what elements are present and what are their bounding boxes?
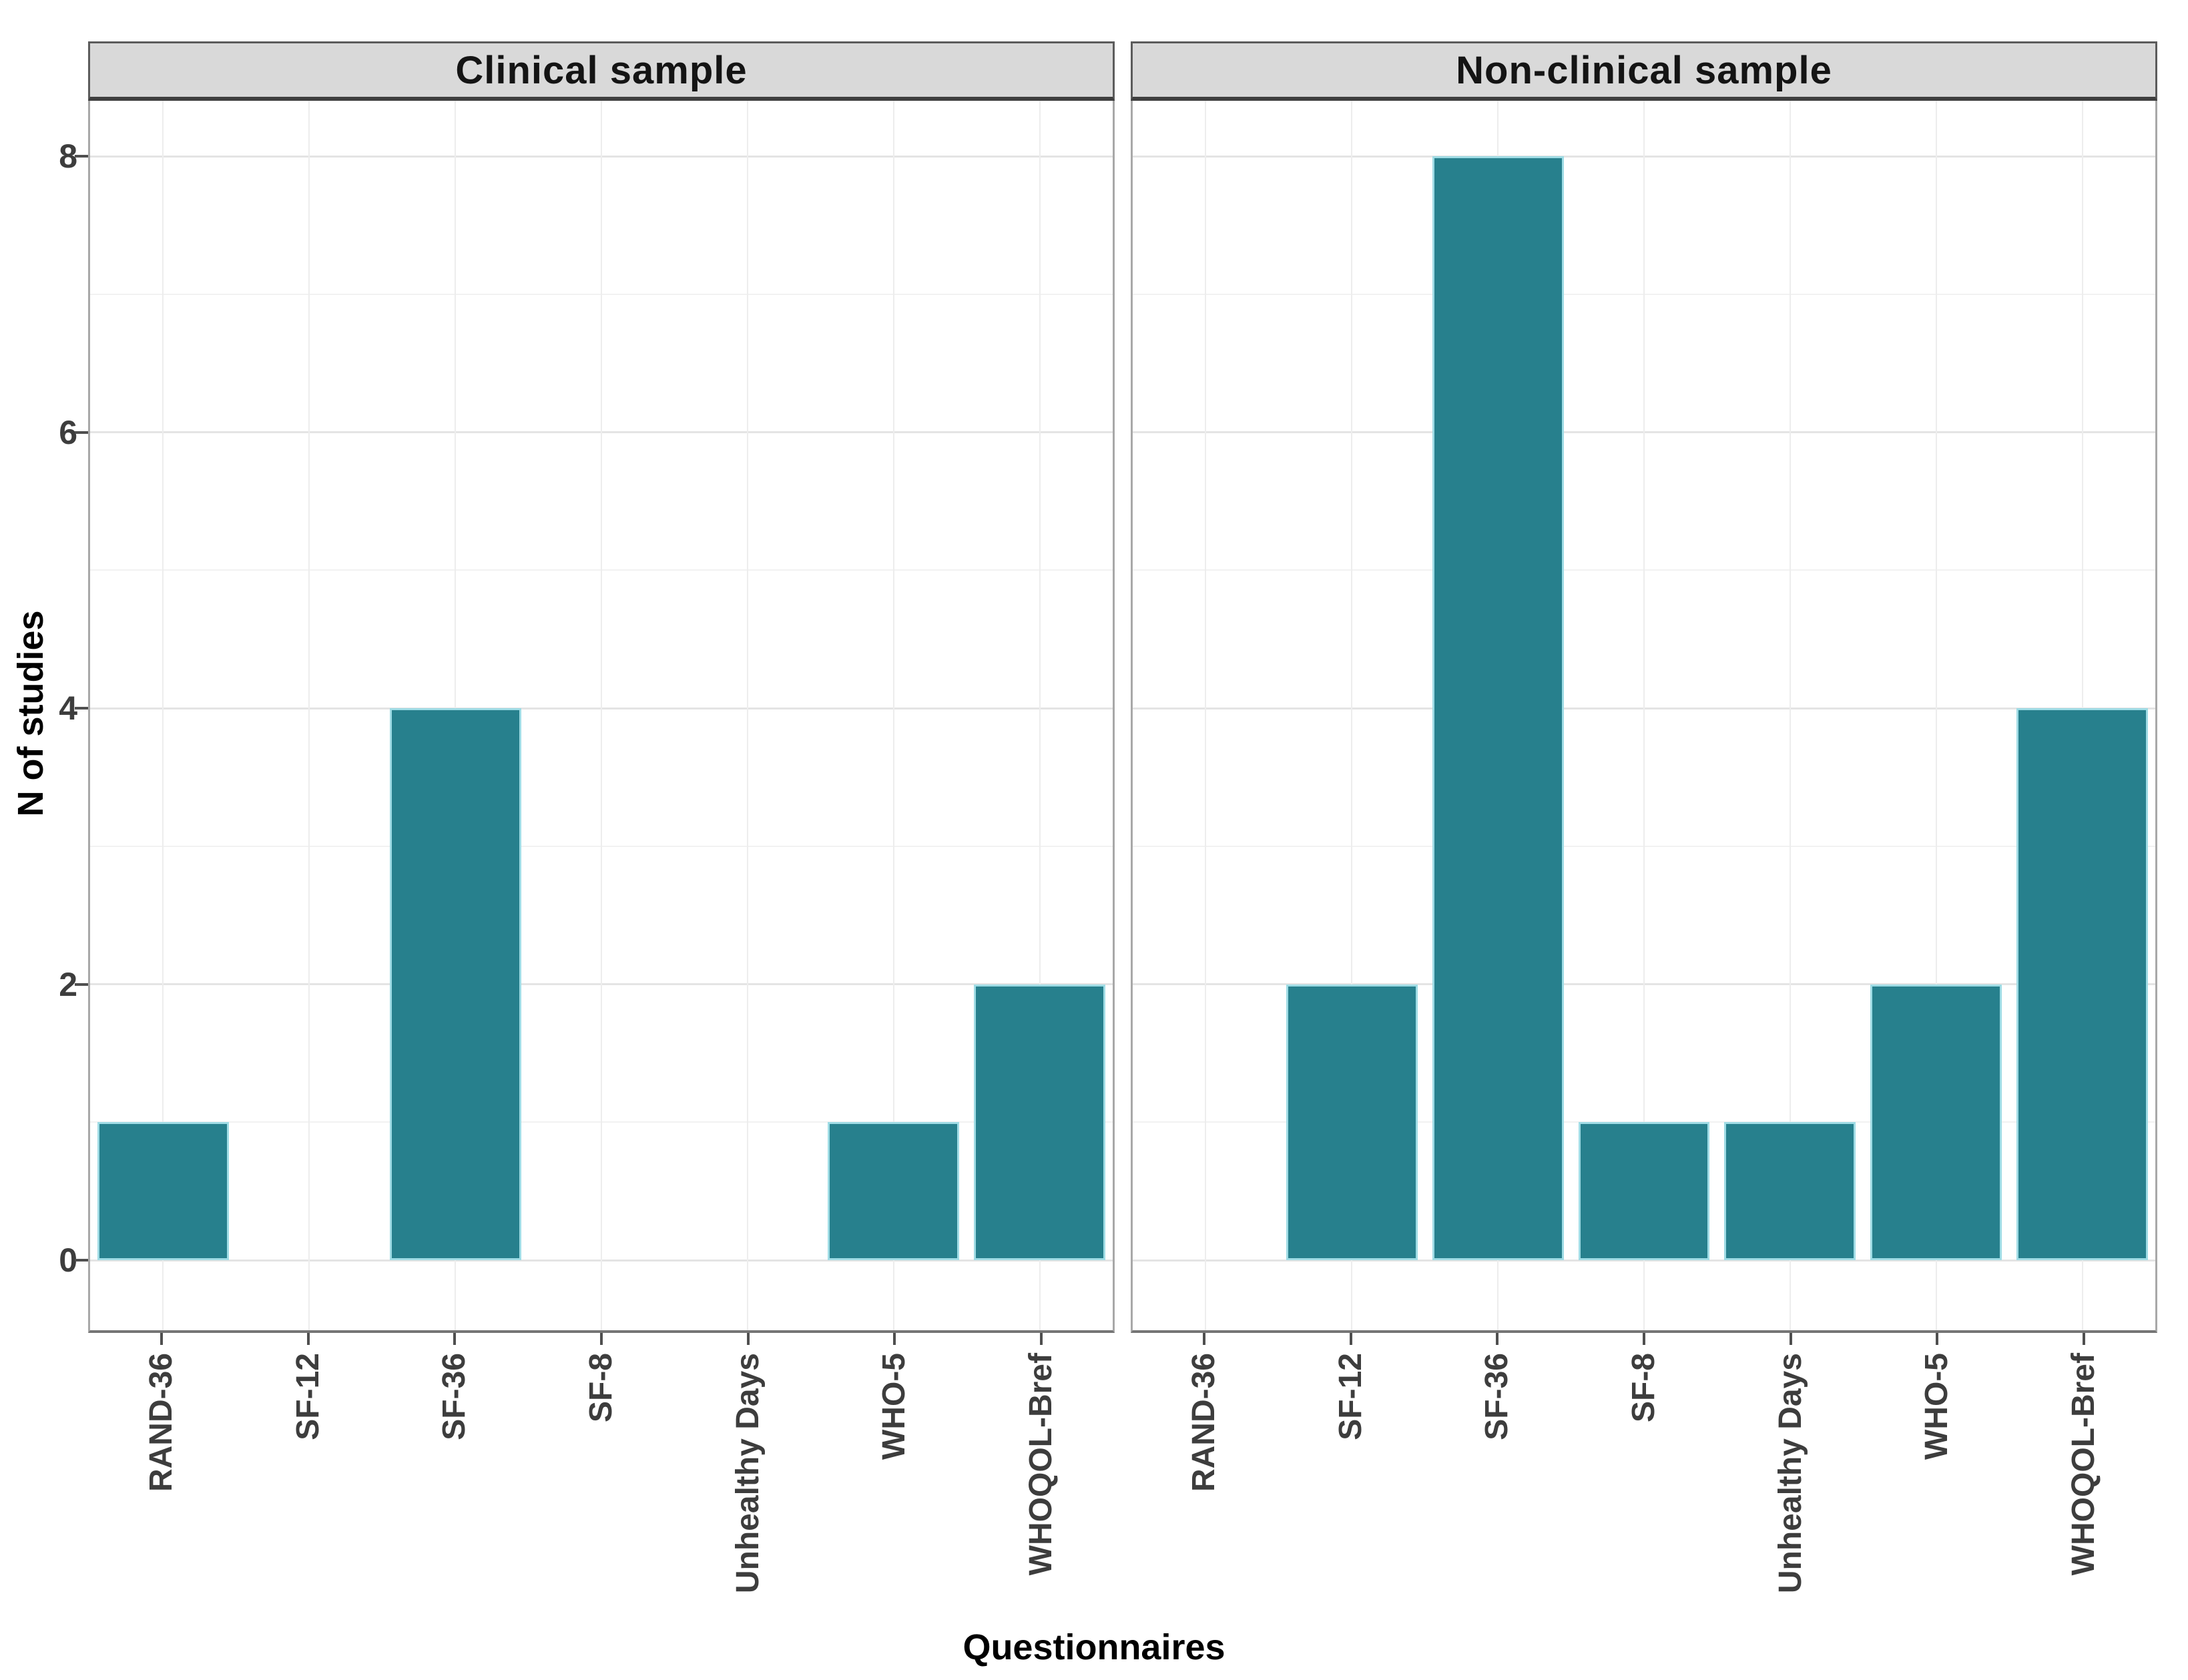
y-tick-mark	[75, 707, 88, 710]
plot-area-clinical	[88, 101, 1115, 1333]
x-tick-label: RAND-36	[1185, 1353, 1221, 1492]
y-tick-label: 6	[59, 413, 77, 451]
gridline-category	[1205, 101, 1207, 1330]
facet-panels: Clinical sample RAND-36 SF-12 SF-36 SF-8 Unh…	[88, 41, 2157, 1661]
y-tick-mark	[75, 155, 88, 158]
bar-sf-12	[1286, 984, 1418, 1260]
panel-clinical-sample: Clinical sample RAND-36 SF-12 SF-36 SF-8 Unh…	[88, 41, 1115, 1661]
gridline-category	[1643, 101, 1645, 1330]
x-tick-label: Unhealthy Days	[1772, 1353, 1808, 1594]
x-ticks-non-clinical	[1131, 1333, 2157, 1348]
gridline-category	[308, 101, 310, 1330]
bar-sf-36	[389, 708, 521, 1260]
bar-who-5	[828, 1122, 960, 1260]
gridline-category	[1351, 101, 1353, 1330]
x-tick-label: SF-12	[290, 1353, 326, 1440]
x-tick-mark	[160, 1333, 163, 1345]
bar-sf-8	[1578, 1122, 1710, 1260]
x-tick-label: WHO-5	[1919, 1353, 1955, 1460]
facet-strip-clinical: Clinical sample	[88, 41, 1115, 101]
x-labels-clinical: RAND-36 SF-12 SF-36 SF-8 Unhealthy Days WHO-5…	[88, 1348, 1115, 1661]
x-axis-title: Questionnaires	[963, 1627, 1225, 1667]
y-tick-label: 0	[59, 1241, 77, 1279]
x-tick-mark	[1349, 1333, 1352, 1345]
panel-non-clinical-sample: Non-clinical sample RAND-36 SF-12 SF-36 SF-…	[1131, 41, 2157, 1661]
y-tick-mark	[75, 1259, 88, 1262]
x-labels-non-clinical: RAND-36 SF-12 SF-36 SF-8 Unhealthy Days WHO-5…	[1131, 1348, 2157, 1661]
x-tick-label: WHOQOL-Bref	[1023, 1353, 1059, 1576]
x-tick-label: WHO-5	[876, 1353, 912, 1460]
x-tick-label: Unhealthy Days	[730, 1353, 766, 1594]
gridline-category	[1935, 101, 1937, 1330]
x-tick-mark	[1040, 1333, 1043, 1345]
bar-whoqol-bref	[2016, 708, 2149, 1260]
y-tick-mark	[75, 431, 88, 434]
x-tick-label: SF-8	[1626, 1353, 1661, 1423]
x-tick-mark	[600, 1333, 603, 1345]
x-tick-mark	[2083, 1333, 2086, 1345]
gridline-category	[601, 101, 602, 1330]
y-tick-label: 2	[59, 965, 77, 1003]
gridline-category	[746, 101, 748, 1330]
x-tick-mark	[1789, 1333, 1792, 1345]
x-tick-mark	[893, 1333, 896, 1345]
gridline-category	[1789, 101, 1791, 1330]
bar-whoqol-bref	[974, 984, 1106, 1260]
gridline-category	[892, 101, 894, 1330]
bar-rand-36	[97, 1122, 229, 1260]
gridline-category	[1039, 101, 1041, 1330]
x-tick-label: SF-36	[437, 1353, 473, 1440]
x-tick-mark	[453, 1333, 457, 1345]
x-tick-mark	[1202, 1333, 1205, 1345]
x-tick-mark	[1496, 1333, 1499, 1345]
y-tick-label: 4	[59, 689, 77, 727]
facet-strip-non-clinical: Non-clinical sample	[1131, 41, 2157, 101]
bar-who-5	[1870, 984, 2002, 1260]
x-tick-label: WHOQOL-Bref	[2066, 1353, 2102, 1576]
x-tick-mark	[746, 1333, 750, 1345]
x-tick-mark	[1643, 1333, 1645, 1345]
y-tick-label: 8	[59, 137, 77, 175]
x-tick-label: SF-12	[1332, 1353, 1368, 1440]
bar-unhealthy-days	[1724, 1122, 1856, 1260]
x-tick-label: SF-36	[1479, 1353, 1515, 1440]
bar-sf-36	[1432, 156, 1564, 1260]
x-tick-label: RAND-36	[143, 1353, 179, 1492]
x-tick-mark	[1936, 1333, 1939, 1345]
gridline-category	[162, 101, 164, 1330]
x-tick-label: SF-8	[583, 1353, 619, 1423]
x-tick-mark	[306, 1333, 310, 1345]
plot-area-non-clinical	[1131, 101, 2157, 1333]
y-tick-mark	[75, 983, 88, 986]
x-ticks-clinical	[88, 1333, 1115, 1348]
